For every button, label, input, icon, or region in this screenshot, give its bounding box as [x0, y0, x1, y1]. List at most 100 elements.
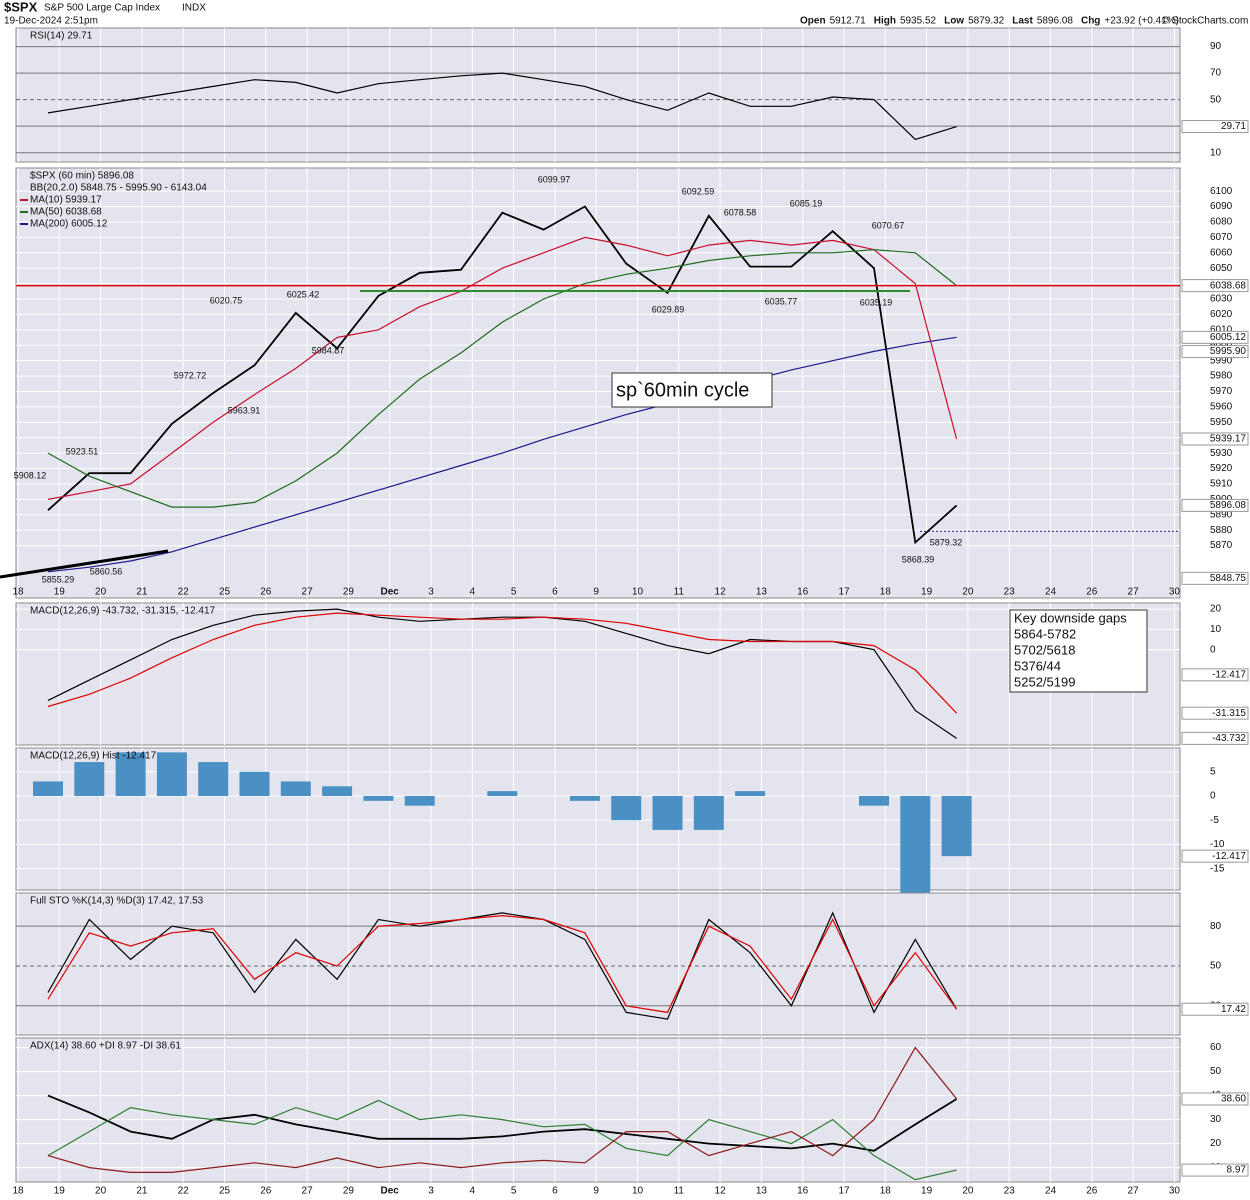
- right-label-box: [1181, 330, 1249, 344]
- price-annotation: 6035.77: [765, 296, 798, 306]
- x-tick-label: 21: [136, 587, 148, 598]
- trend-line: [0, 549, 169, 579]
- bb-legend: BB(20,2.0) 5848.75 - 5995.90 - 6143.04: [30, 183, 207, 194]
- right-label: 38.60: [1221, 1094, 1246, 1105]
- hist-bar: [239, 771, 270, 796]
- quote-value: 5912.71: [830, 16, 867, 27]
- exchange: INDX: [182, 3, 206, 14]
- price-annotation: 6035.19: [860, 297, 893, 307]
- panel-title: ADX(14) 38.60 +DI 8.97 -DI 38.61: [30, 1041, 181, 1052]
- panel-title: MACD(12,26,9) Hist -12.417: [30, 751, 157, 762]
- panel: [15, 27, 1181, 163]
- x-tick-label: 5: [511, 587, 517, 598]
- x-tick-label: 4: [470, 587, 476, 598]
- hist-bar: [404, 795, 435, 806]
- x-tick-label: 27: [302, 1186, 314, 1197]
- x-tick-label: 20: [95, 587, 107, 598]
- y-tick-label: 10: [1210, 624, 1222, 635]
- quote-label: High: [874, 16, 896, 27]
- right-label-box: [1181, 731, 1249, 745]
- x-tick-label: 16: [797, 1186, 809, 1197]
- x-tick-label: 26: [260, 1186, 272, 1197]
- legend-entry: MA(10) 5939.17: [30, 195, 102, 206]
- quote-value: +23.92 (+0.41%): [1104, 16, 1179, 27]
- panel: [15, 602, 1181, 746]
- panel-title: MACD(12,26,9) -43.732, -31.315, -12.417: [30, 606, 216, 617]
- x-tick-label: Dec: [381, 1186, 400, 1197]
- x-tick-label: 27: [1128, 587, 1140, 598]
- hist-bar: [487, 791, 518, 796]
- x-tick-label: 19: [921, 587, 933, 598]
- y-tick-label: 5910: [1210, 479, 1233, 490]
- price-annotation: 6025.42: [287, 289, 320, 299]
- x-tick-label: 30: [1169, 1186, 1181, 1197]
- y-tick-label: 50: [1210, 1066, 1222, 1077]
- y-tick-label: 6070: [1210, 232, 1233, 243]
- hist-bar: [735, 791, 766, 796]
- x-tick-label: 19: [54, 1186, 66, 1197]
- right-label-box: [1181, 849, 1249, 863]
- y-tick-label: 90: [1210, 41, 1222, 52]
- y-tick-label: 6100: [1210, 186, 1233, 197]
- price-annotation: 6085.19: [790, 198, 823, 208]
- price-annotation: 5908.12: [14, 470, 47, 480]
- x-tick-label: 11: [674, 1186, 685, 1197]
- x-tick-label: 10: [632, 587, 644, 598]
- y-tick-label: 6080: [1210, 217, 1233, 228]
- x-tick-label: 23: [1004, 587, 1016, 598]
- right-label: -43.732: [1212, 733, 1246, 744]
- price-annotation: 6092.59: [682, 186, 715, 196]
- right-label: 17.42: [1221, 1004, 1246, 1015]
- y-tick-label: 5: [1210, 766, 1216, 777]
- series-line: [47, 205, 958, 545]
- gaps-line: 5864-5782: [1014, 626, 1076, 641]
- y-tick-label: 5950: [1210, 417, 1233, 428]
- series-line: [47, 72, 957, 141]
- x-tick-label: 6: [552, 1186, 558, 1197]
- y-tick-label: -15: [1210, 863, 1225, 874]
- y-tick-label: -10: [1210, 839, 1225, 850]
- right-label-box: [1181, 1163, 1249, 1177]
- x-tick-label: 29: [343, 1186, 355, 1197]
- right-label-box: [1181, 345, 1249, 359]
- price-annotation: 6078.58: [724, 207, 757, 217]
- x-tick-label: 18: [12, 1186, 24, 1197]
- gaps-line: 5702/5618: [1014, 642, 1075, 657]
- y-tick-label: 5980: [1210, 371, 1233, 382]
- series-line: [47, 1094, 958, 1152]
- legend-entry: MA(200) 6005.12: [30, 219, 108, 230]
- right-label-box: [1181, 279, 1249, 293]
- right-label: 6005.12: [1210, 332, 1247, 343]
- x-tick-label: 26: [1086, 1186, 1098, 1197]
- y-tick-label: 5990: [1210, 355, 1233, 366]
- y-tick-label: 20: [1210, 604, 1222, 615]
- right-label: 29.71: [1221, 121, 1246, 132]
- right-label: -31.315: [1212, 708, 1246, 719]
- y-tick-label: 5960: [1210, 402, 1233, 413]
- y-tick-label: 6060: [1210, 247, 1233, 258]
- y-tick-label: 20: [1210, 1138, 1222, 1149]
- price-annotation: 5923.51: [66, 446, 99, 456]
- y-tick-label: 50: [1210, 94, 1222, 105]
- right-label: -12.417: [1212, 669, 1246, 680]
- hist-bar: [363, 795, 394, 801]
- panel: [15, 1037, 1181, 1183]
- gaps-line: 5252/5199: [1014, 674, 1075, 689]
- y-tick-label: 10: [1210, 147, 1222, 158]
- y-tick-label: 0: [1210, 791, 1216, 802]
- hist-bar: [33, 781, 63, 796]
- panel-title: RSI(14) 29.71: [30, 31, 93, 42]
- copyright: © StockCharts.com: [1162, 16, 1248, 27]
- x-tick-label: 17: [838, 1186, 850, 1197]
- x-tick-label: 4: [470, 1186, 476, 1197]
- x-tick-label: 20: [962, 587, 974, 598]
- hist-bar: [611, 795, 642, 821]
- panel: [15, 892, 1181, 1036]
- x-tick-label: 10: [632, 1186, 644, 1197]
- panel-title: $SPX (60 min) 5896.08: [30, 171, 134, 182]
- legend-entry: MA(50) 6038.68: [30, 207, 102, 218]
- y-tick-label: 70: [1210, 68, 1222, 79]
- x-tick-label: 9: [593, 587, 599, 598]
- price-annotation: 5860.56: [90, 566, 123, 576]
- note-box: [611, 372, 773, 408]
